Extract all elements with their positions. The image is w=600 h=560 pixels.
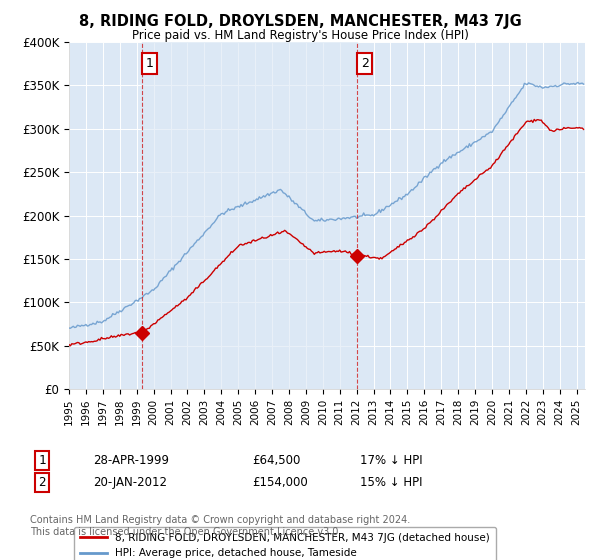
Text: 17% ↓ HPI: 17% ↓ HPI [360,454,422,467]
Text: Contains HM Land Registry data © Crown copyright and database right 2024.: Contains HM Land Registry data © Crown c… [30,515,410,525]
Text: 1: 1 [38,454,46,467]
Text: Price paid vs. HM Land Registry's House Price Index (HPI): Price paid vs. HM Land Registry's House … [131,29,469,42]
Text: £154,000: £154,000 [252,476,308,489]
Legend: 8, RIDING FOLD, DROYLSDEN, MANCHESTER, M43 7JG (detached house), HPI: Average pr: 8, RIDING FOLD, DROYLSDEN, MANCHESTER, M… [74,527,496,560]
Text: 2: 2 [38,476,46,489]
Text: 28-APR-1999: 28-APR-1999 [93,454,169,467]
Text: 15% ↓ HPI: 15% ↓ HPI [360,476,422,489]
Text: 1: 1 [145,57,154,70]
Text: This data is licensed under the Open Government Licence v3.0.: This data is licensed under the Open Gov… [30,527,341,537]
Text: 8, RIDING FOLD, DROYLSDEN, MANCHESTER, M43 7JG: 8, RIDING FOLD, DROYLSDEN, MANCHESTER, M… [79,14,521,29]
Text: 2: 2 [361,57,369,70]
Bar [142,42,358,389]
Text: £64,500: £64,500 [252,454,301,467]
Text: 20-JAN-2012: 20-JAN-2012 [93,476,167,489]
